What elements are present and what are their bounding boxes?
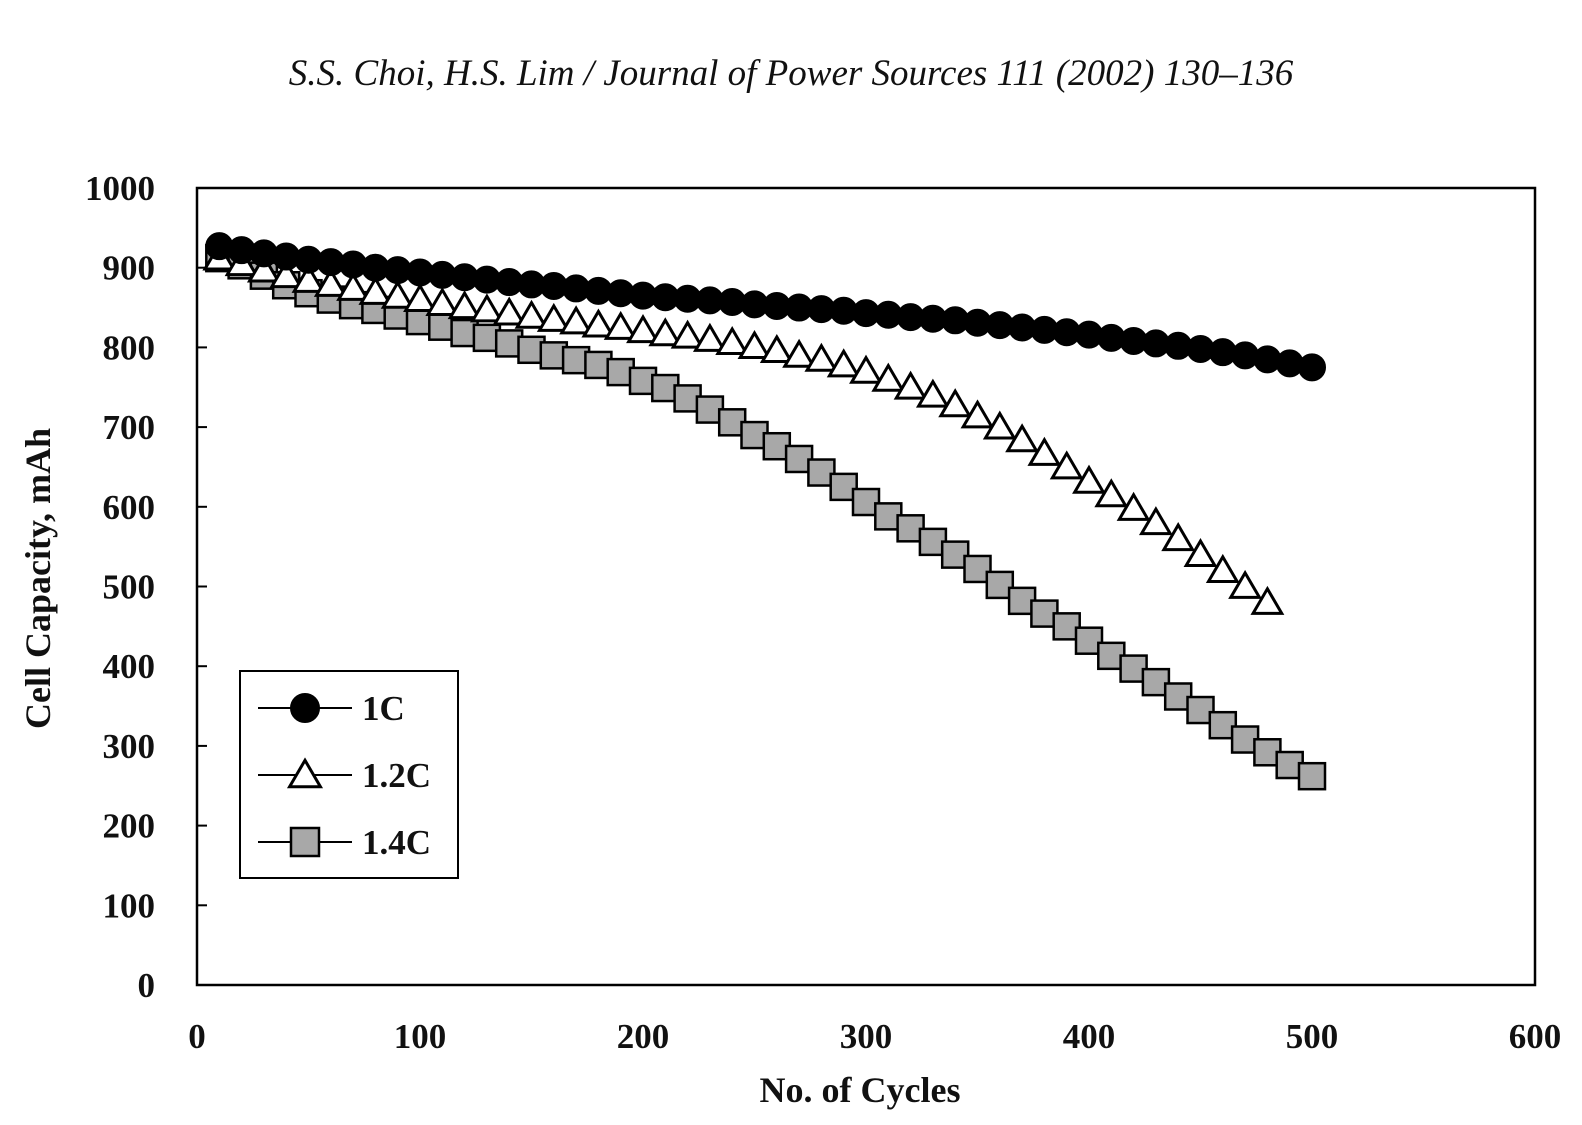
y-tick-label: 700 <box>103 408 156 447</box>
data-point-1.2C <box>1228 569 1263 599</box>
data-point-1.2C <box>1049 450 1084 480</box>
data-point-1.2C <box>447 290 482 320</box>
y-tick-label: 500 <box>103 568 156 607</box>
data-point-1.2C <box>581 308 616 338</box>
series-layer <box>202 232 1327 791</box>
legend-label-1C: 1C <box>362 689 405 728</box>
data-point-1.2C <box>336 271 371 301</box>
data-point-1.2C <box>403 282 437 312</box>
series-1.2C <box>202 241 1285 615</box>
data-point-1.2C <box>492 296 527 326</box>
y-tick-label: 400 <box>103 647 156 686</box>
data-point-1C <box>1298 353 1326 382</box>
y-tick-label: 200 <box>103 807 156 846</box>
x-axis: 0 100 200 300 400 500 600 <box>188 1017 1561 1056</box>
x-tick-label: 0 <box>188 1017 206 1056</box>
data-point-1.2C <box>1183 537 1218 568</box>
data-point-1.2C <box>246 253 281 283</box>
data-point-1.2C <box>1138 506 1173 536</box>
data-point-1.2C <box>804 342 839 372</box>
x-tick-label: 200 <box>617 1017 670 1056</box>
legend-marker-1.4C <box>289 826 321 858</box>
y-tick-label: 600 <box>103 488 156 527</box>
y-tick-label: 100 <box>103 886 156 925</box>
data-point-1.2C <box>425 286 460 316</box>
data-point-1.2C <box>1072 464 1106 494</box>
data-point-1.4C <box>807 458 836 487</box>
data-point-1.4C <box>1052 612 1081 641</box>
y-tick-label: 0 <box>138 966 156 1005</box>
data-point-1.2C <box>782 338 817 368</box>
data-point-1.2C <box>1005 423 1040 453</box>
legend-label-1.2C: 1.2C <box>362 756 431 795</box>
data-point-1.2C <box>269 259 304 289</box>
y-tick-label: 800 <box>103 328 156 367</box>
data-point-1.2C <box>849 354 883 384</box>
data-point-1.2C <box>871 362 906 392</box>
data-point-1.2C <box>514 299 549 329</box>
data-point-1.2C <box>313 267 348 297</box>
data-point-1.2C <box>1161 522 1196 552</box>
x-tick-label: 600 <box>1509 1017 1562 1056</box>
journal-header: S.S. Choi, H.S. Lim / Journal of Power S… <box>288 53 1294 94</box>
data-point-1.2C <box>715 325 750 356</box>
x-tick-label: 400 <box>1063 1017 1116 1056</box>
x-tick-label: 500 <box>1286 1017 1339 1056</box>
y-tick-label: 300 <box>103 727 156 766</box>
data-point-1.2C <box>648 317 683 347</box>
data-point-1.2C <box>960 399 995 429</box>
data-point-1.2C <box>938 388 973 418</box>
data-point-1.4C <box>1074 626 1104 655</box>
data-point-1.2C <box>603 310 638 340</box>
data-point-1.2C <box>291 263 326 293</box>
data-point-1.2C <box>1250 585 1285 615</box>
data-point-1.4C <box>940 540 970 569</box>
y-tick-label: 1000 <box>85 169 155 208</box>
data-point-1.2C <box>893 370 928 400</box>
data-point-1.2C <box>1116 491 1151 521</box>
data-point-1.2C <box>469 293 504 323</box>
data-point-1.2C <box>626 314 660 344</box>
x-axis-title: No. of Cycles <box>760 1070 961 1110</box>
data-point-1.2C <box>1094 478 1129 508</box>
data-point-1.2C <box>737 329 772 360</box>
data-point-1.2C <box>536 302 571 332</box>
data-point-1.2C <box>982 410 1017 440</box>
legend-marker-1.2C <box>286 757 324 789</box>
legend-marker-1C <box>290 693 320 723</box>
legend-label-1.4C: 1.4C <box>362 823 431 862</box>
data-point-1.4C <box>1297 761 1327 791</box>
data-point-1.2C <box>670 319 705 349</box>
x-tick-label: 100 <box>394 1017 447 1056</box>
data-point-1.2C <box>826 348 861 378</box>
data-point-1.2C <box>358 275 393 305</box>
legend: 1C 1.2C 1.4C <box>239 670 459 879</box>
data-point-1.2C <box>1205 553 1240 583</box>
y-axis: 0 100 200 300 400 500 600 700 800 900 1000 <box>85 169 207 1005</box>
data-point-1.2C <box>915 378 950 408</box>
data-point-1.2C <box>380 279 415 309</box>
data-point-1.2C <box>1027 436 1062 466</box>
y-tick-label: 900 <box>103 249 156 288</box>
y-axis-title: Cell Capacity, mAh <box>18 428 58 729</box>
data-point-1.2C <box>559 305 594 335</box>
data-point-1.4C <box>829 472 858 502</box>
data-point-1.2C <box>692 322 727 352</box>
data-point-1.2C <box>759 333 794 364</box>
x-tick-label: 300 <box>840 1017 893 1056</box>
series-1C <box>205 232 1326 382</box>
